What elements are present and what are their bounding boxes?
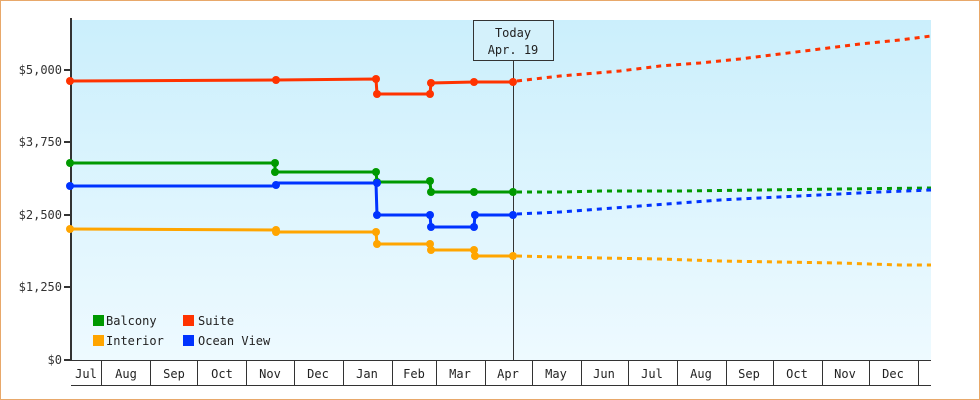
x-label-oct-2: Oct [786, 367, 808, 381]
x-tick-labels: Jul Aug Sep Oct Nov Dec Jan Feb Mar Apr … [75, 367, 904, 381]
x-label-mar: Mar [449, 367, 471, 381]
legend-item-suite[interactable]: Suite [183, 314, 234, 328]
x-label-aug: Aug [115, 367, 137, 381]
legend-label-balcony: Balcony [106, 314, 157, 328]
y-label-2500: $2,500 [19, 208, 62, 222]
x-label-sep-2: Sep [738, 367, 760, 381]
x-label-may: May [545, 367, 567, 381]
legend-swatch-balcony [93, 315, 104, 326]
legend-swatch-suite [183, 315, 194, 326]
x-label-feb: Feb [403, 367, 425, 381]
legend-label-ocean-view: Ocean View [198, 334, 271, 348]
x-label-aug-2: Aug [690, 367, 712, 381]
legend-label-suite: Suite [198, 314, 234, 328]
y-label-1250: $1,250 [19, 280, 62, 294]
legend-item-interior[interactable]: Interior [93, 334, 164, 348]
x-label-nov-2: Nov [834, 367, 856, 381]
x-label-sep: Sep [163, 367, 185, 381]
series-interior [66, 225, 931, 267]
x-label-jul-2: Jul [641, 367, 663, 381]
legend-label-interior: Interior [106, 334, 164, 348]
x-axis [71, 360, 931, 386]
y-label-5000: $5,000 [19, 63, 62, 77]
x-label-apr: Apr [497, 367, 519, 381]
legend: Balcony Suite Interior Ocean View [93, 314, 271, 348]
y-label-0: $0 [48, 353, 62, 367]
y-label-3750: $3,750 [19, 135, 62, 149]
y-tick-labels: $5,000 $3,750 $2,500 $1,250 $0 [19, 63, 62, 367]
y-ticks [64, 69, 71, 361]
today-title: Today [495, 26, 531, 40]
x-label-jul: Jul [75, 367, 97, 381]
legend-item-balcony[interactable]: Balcony [93, 314, 157, 328]
today-callout: Today Apr. 19 [473, 20, 554, 61]
x-label-jan: Jan [356, 367, 378, 381]
series-ocean-view [66, 179, 932, 231]
legend-swatch-interior [93, 335, 104, 346]
series-suite [66, 34, 932, 98]
plot-area [71, 20, 931, 360]
x-label-oct: Oct [211, 367, 233, 381]
legend-swatch-ocean-view [183, 335, 194, 346]
x-label-jun: Jun [593, 367, 615, 381]
x-label-dec-2: Dec [882, 367, 904, 381]
legend-item-ocean-view[interactable]: Ocean View [183, 334, 271, 348]
today-date: Apr. 19 [488, 43, 539, 57]
x-label-dec: Dec [307, 367, 329, 381]
x-label-nov: Nov [259, 367, 281, 381]
